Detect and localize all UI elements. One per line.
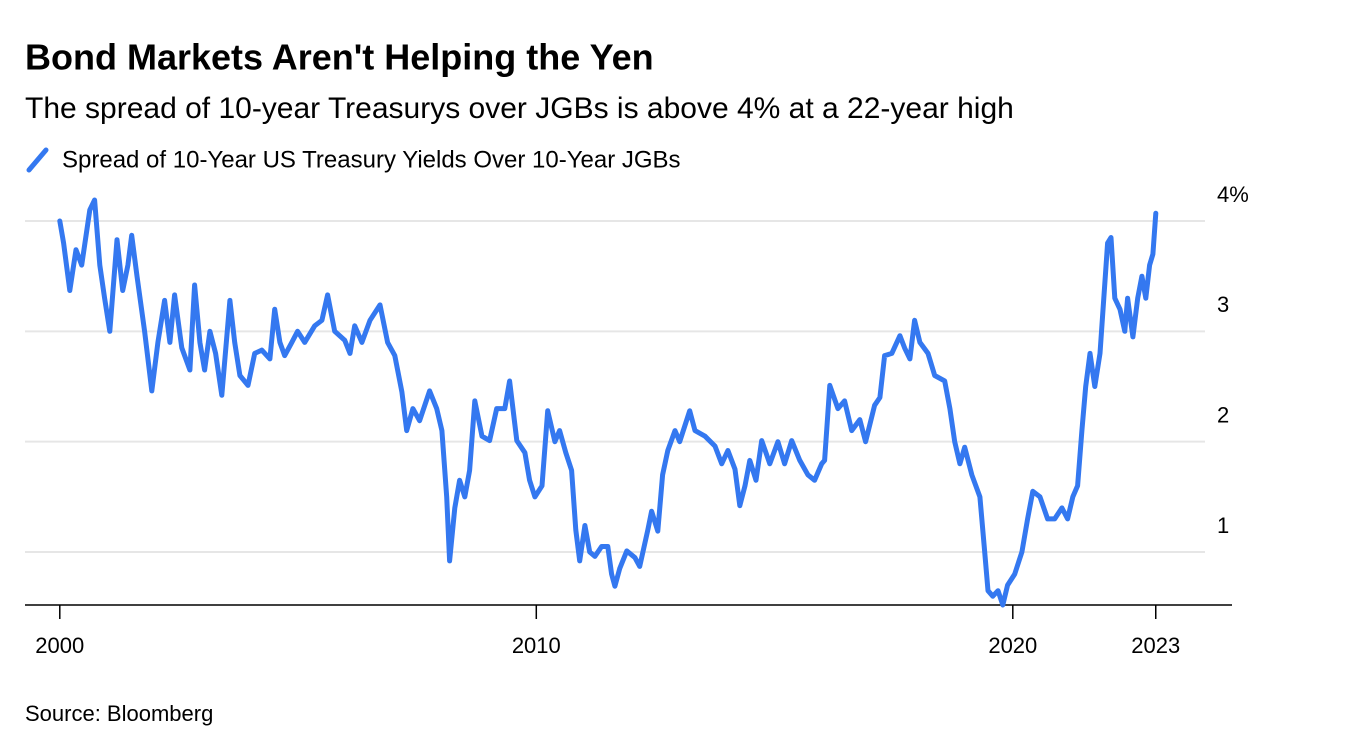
x-tick-label: 2023: [1131, 633, 1180, 658]
x-tick-label: 2000: [35, 633, 84, 658]
series-line: [57, 197, 1159, 608]
chart-title: Bond Markets Aren't Helping the Yen: [25, 37, 654, 78]
x-tick-label: 2020: [988, 633, 1037, 658]
y-tick-label: 1: [1217, 513, 1229, 538]
y-tick-label: 4%: [1217, 182, 1249, 207]
legend-swatch: [26, 147, 49, 173]
chart-subtitle: The spread of 10-year Treasurys over JGB…: [25, 92, 1014, 125]
x-tick-label: 2010: [512, 633, 561, 658]
y-tick-label: 3: [1217, 292, 1229, 317]
source: Source: Bloomberg: [25, 701, 213, 726]
y-tick-label: 2: [1217, 402, 1229, 427]
legend-label: Spread of 10-Year US Treasury Yields Ove…: [62, 146, 681, 173]
